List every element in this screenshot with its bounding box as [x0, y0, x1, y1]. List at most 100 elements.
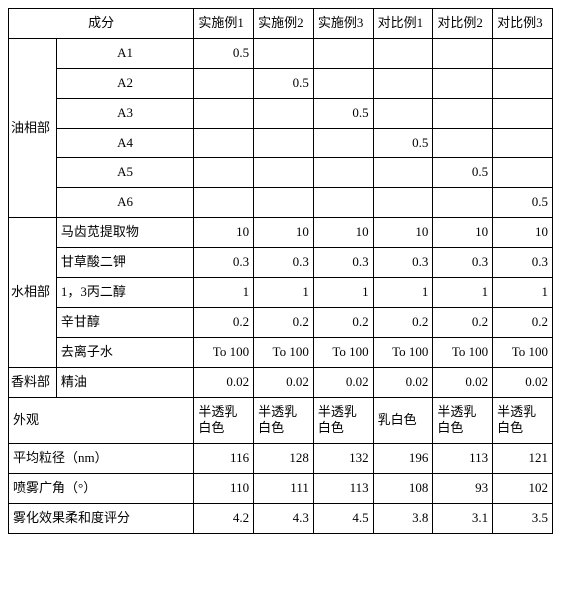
table-row: A2 0.5 [9, 68, 553, 98]
cell: To 100 [433, 337, 493, 367]
cell: 110 [194, 474, 254, 504]
table-row: 雾化效果柔和度评分 4.2 4.3 4.5 3.8 3.1 3.5 [9, 504, 553, 534]
cell: 128 [254, 444, 314, 474]
row-label: 1，3丙二醇 [56, 278, 194, 308]
col-header: 对比例2 [433, 9, 493, 39]
table-row: 油相部 A1 0.5 [9, 38, 553, 68]
cell: 113 [433, 444, 493, 474]
cell: 116 [194, 444, 254, 474]
cell [433, 188, 493, 218]
cell: To 100 [254, 337, 314, 367]
cell: 0.02 [433, 367, 493, 397]
table-row: 外观 半透乳白色 半透乳白色 半透乳白色 乳白色 半透乳白色 半透乳白色 [9, 397, 553, 444]
cell: 0.3 [254, 248, 314, 278]
cell: 111 [254, 474, 314, 504]
sprayangle-label: 喷雾广角（°） [9, 474, 194, 504]
softness-label: 雾化效果柔和度评分 [9, 504, 194, 534]
water-group-label: 水相部 [9, 218, 57, 367]
cell: To 100 [493, 337, 553, 367]
cell [433, 38, 493, 68]
cell: 0.3 [493, 248, 553, 278]
table-row: 香料部 精油 0.02 0.02 0.02 0.02 0.02 0.02 [9, 367, 553, 397]
cell [194, 188, 254, 218]
cell: 196 [373, 444, 433, 474]
cell: 3.1 [433, 504, 493, 534]
cell: 半透乳白色 [313, 397, 373, 444]
cell: 0.5 [493, 188, 553, 218]
cell: 0.02 [313, 367, 373, 397]
cell: 4.5 [313, 504, 373, 534]
cell [313, 38, 373, 68]
cell [373, 68, 433, 98]
cell: 0.2 [433, 307, 493, 337]
cell: 1 [373, 278, 433, 308]
avgsize-label: 平均粒径（nm） [9, 444, 194, 474]
table-row: A4 0.5 [9, 128, 553, 158]
table-row: 水相部 马齿苋提取物 10 10 10 10 10 10 [9, 218, 553, 248]
header-ingredient: 成分 [9, 9, 194, 39]
cell: 0.5 [433, 158, 493, 188]
table-row: A3 0.5 [9, 98, 553, 128]
cell [254, 128, 314, 158]
row-label: 精油 [56, 367, 194, 397]
cell: 132 [313, 444, 373, 474]
cell [194, 158, 254, 188]
appearance-label: 外观 [9, 397, 194, 444]
cell: 0.2 [194, 307, 254, 337]
cell [254, 158, 314, 188]
cell [493, 38, 553, 68]
cell [254, 188, 314, 218]
cell: 1 [313, 278, 373, 308]
cell [493, 98, 553, 128]
table-row: 辛甘醇 0.2 0.2 0.2 0.2 0.2 0.2 [9, 307, 553, 337]
col-header: 对比例3 [493, 9, 553, 39]
cell [493, 68, 553, 98]
table-row: 甘草酸二钾 0.3 0.3 0.3 0.3 0.3 0.3 [9, 248, 553, 278]
cell [373, 158, 433, 188]
cell: 10 [254, 218, 314, 248]
cell [254, 98, 314, 128]
cell: 4.3 [254, 504, 314, 534]
cell: To 100 [373, 337, 433, 367]
cell: 3.8 [373, 504, 433, 534]
table-row: A5 0.5 [9, 158, 553, 188]
cell [313, 188, 373, 218]
cell: 4.2 [194, 504, 254, 534]
cell [373, 38, 433, 68]
cell: 0.3 [313, 248, 373, 278]
row-label: A5 [56, 158, 194, 188]
table-row: 1，3丙二醇 1 1 1 1 1 1 [9, 278, 553, 308]
cell: 0.2 [373, 307, 433, 337]
cell [373, 98, 433, 128]
cell: 1 [254, 278, 314, 308]
cell: 0.3 [373, 248, 433, 278]
cell: 1 [493, 278, 553, 308]
cell: 0.3 [433, 248, 493, 278]
cell: 93 [433, 474, 493, 504]
row-label: 辛甘醇 [56, 307, 194, 337]
cell: 0.3 [194, 248, 254, 278]
cell: 半透乳白色 [433, 397, 493, 444]
cell: 0.02 [373, 367, 433, 397]
cell: 乳白色 [373, 397, 433, 444]
cell [493, 128, 553, 158]
table-row: 去离子水 To 100 To 100 To 100 To 100 To 100 … [9, 337, 553, 367]
cell: 半透乳白色 [194, 397, 254, 444]
row-label: A2 [56, 68, 194, 98]
col-header: 实施例1 [194, 9, 254, 39]
cell: 10 [194, 218, 254, 248]
cell: 10 [433, 218, 493, 248]
cell: 0.2 [493, 307, 553, 337]
row-label: A1 [56, 38, 194, 68]
cell [194, 128, 254, 158]
row-label: A4 [56, 128, 194, 158]
cell [433, 68, 493, 98]
oil-group-label: 油相部 [9, 38, 57, 217]
cell [313, 158, 373, 188]
cell: 1 [194, 278, 254, 308]
row-label: A3 [56, 98, 194, 128]
cell [313, 68, 373, 98]
row-label: 去离子水 [56, 337, 194, 367]
cell: 10 [313, 218, 373, 248]
cell: To 100 [194, 337, 254, 367]
